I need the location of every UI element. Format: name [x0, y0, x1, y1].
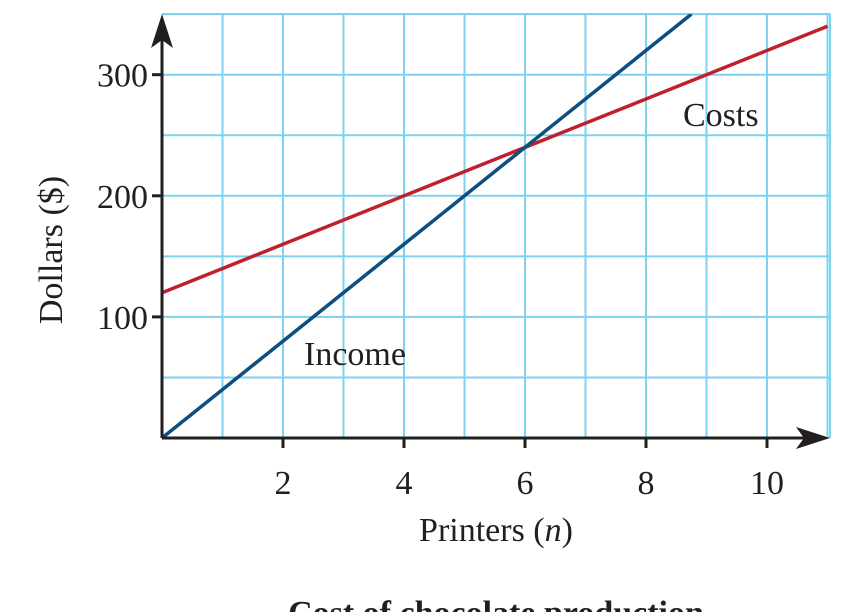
y-axis-title: Dollars ($): [33, 176, 70, 324]
x-tick-label: 6: [517, 465, 534, 502]
series-line-costs: [162, 24, 829, 295]
y-axis-arrow: [151, 14, 173, 48]
costs-label: Costs: [683, 97, 759, 134]
x-axis-title-variable: n: [545, 512, 562, 549]
grid: [162, 13, 831, 438]
chart-caption: Cost of chocolate production: [288, 595, 704, 612]
income-label: Income: [304, 336, 406, 373]
x-tick-label: 4: [396, 465, 413, 502]
x-axis-arrow: [796, 427, 830, 449]
y-tick-label: 200: [97, 179, 148, 216]
x-axis-title: Printers (n): [419, 512, 573, 549]
series-line-income: [162, 14, 693, 438]
x-tick-label: 10: [750, 465, 784, 502]
series-lines: [162, 14, 829, 438]
x-axis-title-text: Printers (: [419, 512, 545, 549]
x-tick-label: 8: [638, 465, 655, 502]
tick-labels: 2 4 6 8 10 100 200 300: [97, 58, 784, 502]
y-tick-label: 300: [97, 58, 148, 95]
axes: [151, 14, 830, 449]
y-tick-label: 100: [97, 300, 148, 337]
x-axis-title-close: ): [562, 512, 573, 549]
x-tick-label: 2: [275, 465, 292, 502]
